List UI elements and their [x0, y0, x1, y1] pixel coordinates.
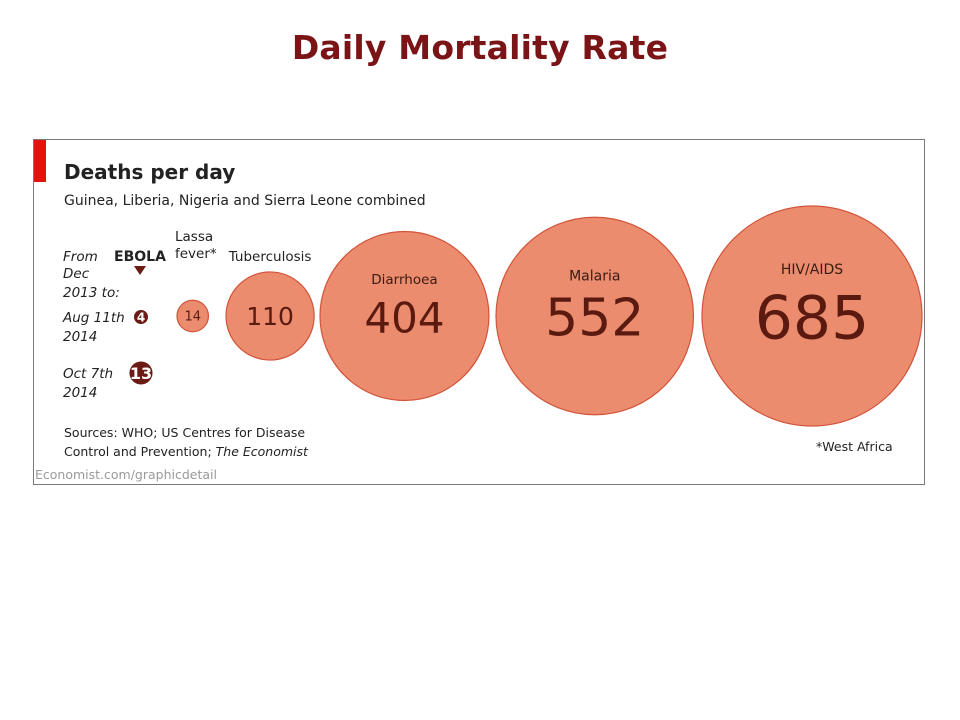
ebola-value-1: 13: [130, 364, 152, 383]
chart-title: Deaths per day: [64, 160, 236, 184]
ebola-from-line-3: 2013 to:: [63, 285, 120, 301]
ebola-arrow-icon: [134, 266, 146, 275]
sources-publication: The Economist: [215, 444, 308, 459]
bubble-value-3: 552: [545, 289, 644, 349]
bubble-value-2: 404: [364, 293, 444, 342]
bubble-value-4: 685: [755, 283, 870, 353]
sources-line-2-text: Control and Prevention;: [64, 444, 216, 459]
bubble-1: [225, 271, 315, 361]
bubble-label-3: Malaria: [569, 268, 620, 284]
bubble-4: [701, 205, 923, 427]
lassa-label-line-1: Lassa: [175, 229, 213, 245]
ebola-badge-1: [129, 361, 153, 385]
footnote: *West Africa: [816, 439, 893, 454]
economist-red-tab: [34, 140, 46, 182]
sources-line-2: Control and Prevention; The Economist: [64, 442, 308, 461]
ebola-from-line-1: From: [63, 249, 98, 265]
bubble-value-0: 14: [184, 310, 201, 325]
sources: Sources: WHO; US Centres for Disease Con…: [64, 423, 308, 461]
ebola-date-0: Aug 11th: [62, 310, 125, 326]
bubble-3: [495, 216, 695, 416]
lassa-label-line-2: fever*: [175, 246, 217, 262]
bubble-2: [319, 230, 490, 402]
bubble-label-2: Diarrhoea: [371, 272, 437, 288]
ebola-date-1: Oct 7th: [63, 366, 113, 382]
bubble-0: [176, 299, 210, 333]
ebola-badge-0: [134, 310, 148, 324]
bubble-label-4: HIV/AIDS: [781, 262, 843, 278]
ebola-label: EBOLA: [114, 249, 166, 265]
bubble-label-1: Tuberculosis: [228, 249, 312, 265]
ebola-value-0: 4: [137, 311, 145, 325]
ebola-year-1: 2014: [63, 385, 97, 401]
credit-line: Economist.com/graphicdetail: [35, 467, 218, 482]
ebola-from-line-2: Dec: [63, 266, 90, 282]
sources-line-1: Sources: WHO; US Centres for Disease: [64, 425, 306, 440]
bubble-value-1: 110: [246, 302, 294, 331]
ebola-year-0: 2014: [63, 329, 97, 345]
slide-title: Daily Mortality Rate: [291, 28, 669, 67]
chart-subtitle: Guinea, Liberia, Nigeria and Sierra Leon…: [64, 193, 426, 209]
